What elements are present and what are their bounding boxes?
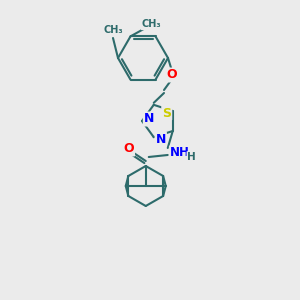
Text: NH: NH — [170, 146, 190, 160]
Text: CH₃: CH₃ — [142, 19, 161, 29]
Text: O: O — [123, 142, 134, 155]
Text: S: S — [162, 106, 171, 119]
Text: H: H — [188, 152, 196, 162]
Text: O: O — [167, 68, 177, 82]
Text: N: N — [156, 133, 166, 146]
Text: N: N — [144, 112, 154, 125]
Text: CH₃: CH₃ — [103, 25, 123, 35]
